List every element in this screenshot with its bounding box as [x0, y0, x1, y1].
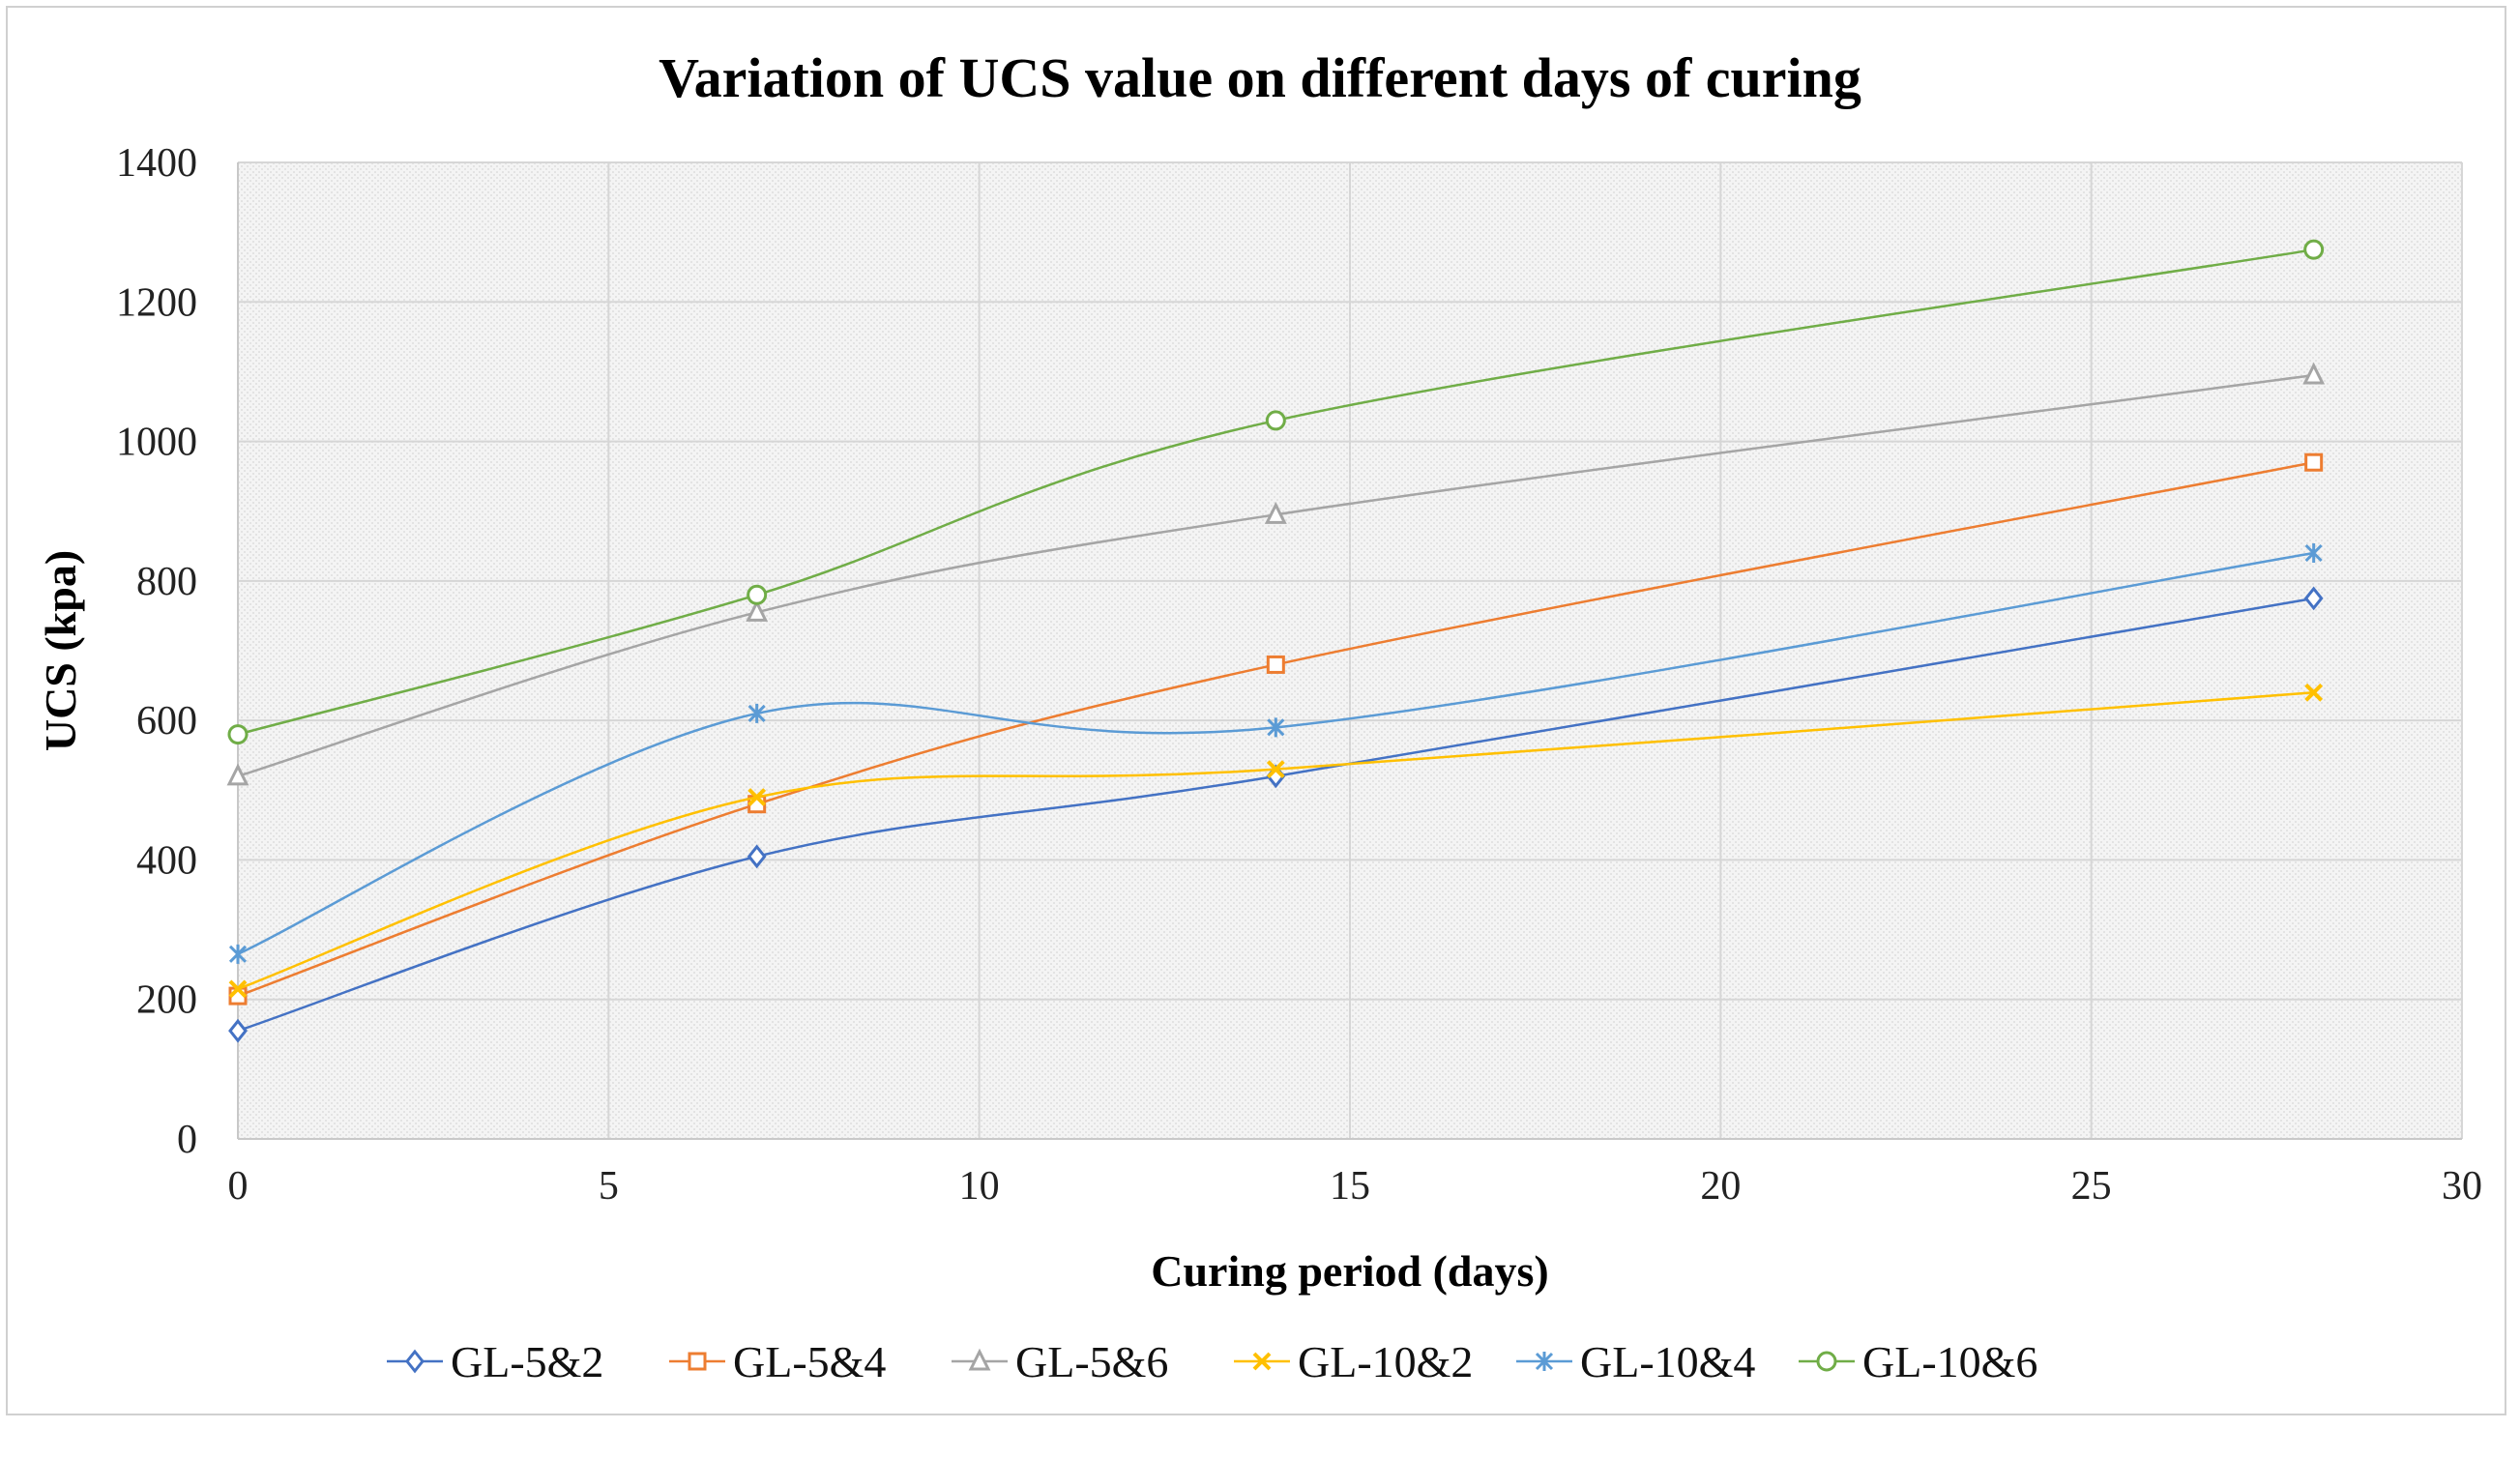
data-point: [2303, 239, 2325, 260]
y-tick-label: 1400: [116, 141, 197, 186]
legend-swatch-marker: [688, 1352, 707, 1371]
legend-swatch-marker: [968, 1348, 991, 1371]
data-point: [1265, 410, 1286, 431]
tick-layer: 0 200 400 600 800 1000 1200 1400 0 5 10 15 20 25 30: [116, 141, 2482, 1209]
grid-layer: [238, 161, 2463, 1139]
series-line: [237, 248, 2314, 736]
series-line: [237, 460, 2314, 998]
legend-item: GL-5&2: [387, 1337, 603, 1386]
y-tick-label: 600: [136, 699, 197, 744]
legend-swatch-marker: [405, 1349, 425, 1374]
series-line: [237, 597, 2314, 1033]
data-point: [747, 703, 766, 723]
legend-swatch-marker: [1535, 1352, 1554, 1371]
series-line: [237, 373, 2314, 778]
legend-swatch-marker: [1816, 1351, 1837, 1372]
legend-label: GL-5&6: [1015, 1337, 1168, 1386]
data-point: [2303, 586, 2324, 611]
x-tick-label: 15: [1330, 1164, 1370, 1209]
data-point: [1267, 717, 1285, 738]
y-axis-label: UCS (kpa): [36, 550, 85, 751]
y-tick-label: 200: [136, 978, 197, 1023]
x-tick-label: 20: [1700, 1164, 1741, 1209]
chart-title: Variation of UCS value on different days…: [659, 46, 1861, 109]
legend-item: GL-5&6: [952, 1337, 1168, 1386]
legend-label: GL-5&2: [451, 1337, 603, 1386]
series-gl-10-6: [227, 239, 2325, 745]
data-point: [226, 763, 249, 786]
data-point: [1264, 501, 1287, 524]
data-point: [2302, 362, 2326, 385]
legend-label: GL-10&4: [1580, 1337, 1755, 1386]
legend-item: GL-10&6: [1799, 1337, 2037, 1386]
data-point: [2304, 543, 2323, 563]
y-tick-label: 800: [136, 560, 197, 604]
series-gl-10-2: [228, 683, 2324, 999]
x-tick-label: 5: [599, 1164, 619, 1209]
legend-label: GL-5&4: [733, 1337, 886, 1386]
legend: GL-5&2 GL-5&4 GL-5&6 GL-10&2 GL-10&4 GL-10&6: [387, 1337, 2037, 1386]
data-point: [227, 724, 249, 745]
y-tick-label: 400: [136, 838, 197, 883]
legend-item: GL-10&2: [1234, 1337, 1473, 1386]
series-line: [237, 691, 2314, 991]
x-tick-label: 30: [2442, 1164, 2482, 1209]
series-gl-10-4: [228, 543, 2323, 964]
data-point: [747, 584, 768, 605]
x-axis-label: Curing period (days): [1151, 1246, 1548, 1296]
data-point: [747, 844, 767, 869]
y-tick-label: 0: [177, 1118, 197, 1162]
legend-item: GL-5&4: [669, 1337, 886, 1386]
y-tick-label: 1000: [116, 421, 197, 465]
series-gl-5-6: [226, 362, 2326, 786]
legend-label: GL-10&2: [1298, 1337, 1473, 1386]
series-line: [237, 551, 2314, 955]
data-point: [747, 788, 767, 806]
x-tick-label: 0: [228, 1164, 249, 1209]
series-layer: [226, 239, 2326, 1043]
x-tick-label: 25: [2071, 1164, 2112, 1209]
legend-label: GL-10&6: [1862, 1337, 2037, 1386]
y-tick-label: 1200: [116, 280, 197, 325]
data-point: [2304, 452, 2324, 472]
axis-layer: [237, 162, 2462, 1140]
data-point: [228, 979, 248, 999]
data-point: [2304, 683, 2324, 702]
data-point: [746, 598, 769, 622]
data-point: [1266, 655, 1285, 674]
x-tick-label: 10: [959, 1164, 1000, 1209]
legend-swatch-marker: [1252, 1352, 1272, 1371]
data-point: [228, 1018, 248, 1043]
data-point: [228, 944, 248, 964]
legend-item: GL-10&4: [1516, 1337, 1755, 1386]
data-point: [1266, 760, 1285, 779]
